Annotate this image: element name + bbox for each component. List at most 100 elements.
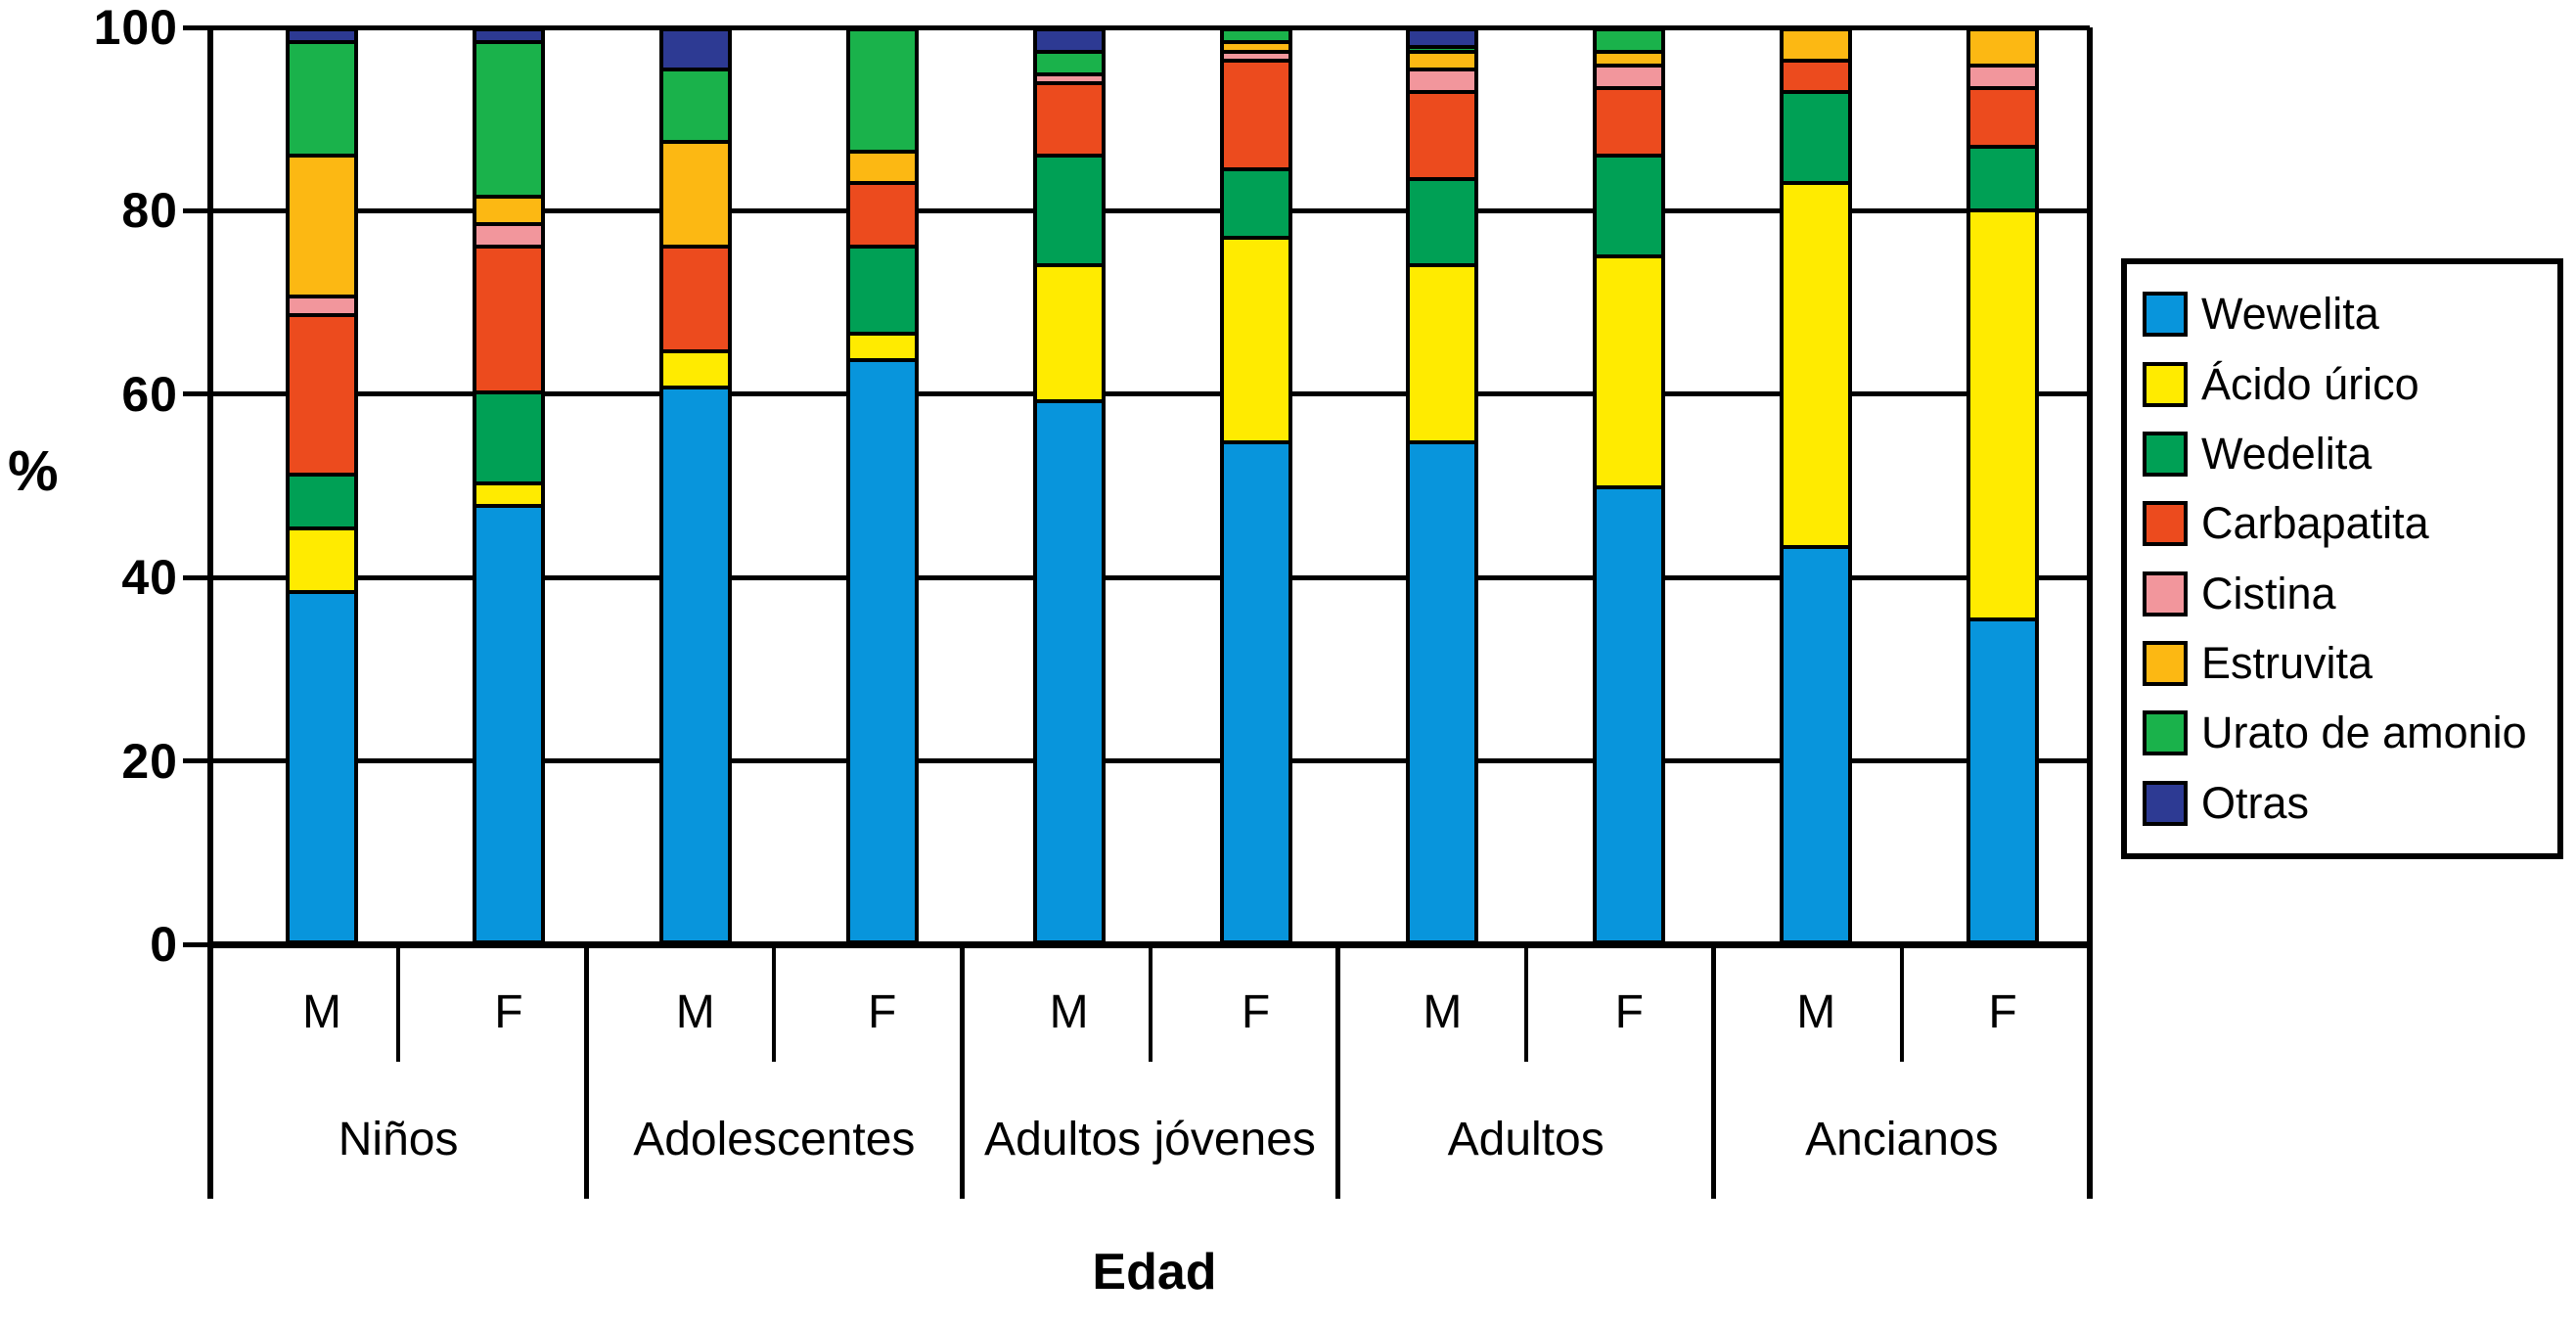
legend-label: Carbapatita bbox=[2201, 498, 2429, 549]
bar-segment-carbapatita bbox=[849, 181, 915, 246]
bar-segment-wedelita bbox=[1597, 154, 1662, 254]
bar-segment-wedelita bbox=[849, 245, 915, 332]
legend-label: Otras bbox=[2201, 777, 2310, 828]
bar-segment-cistina bbox=[1970, 63, 2036, 86]
bar-segment-ácido-úrico bbox=[1223, 235, 1288, 440]
bar-segment-urato-de-amonio bbox=[1223, 31, 1288, 41]
bar-segment-wewelita bbox=[662, 386, 728, 940]
bar-segment-wewelita bbox=[1597, 485, 1662, 940]
bar-segment-cistina bbox=[1410, 68, 1475, 91]
y-axis-tick bbox=[183, 941, 210, 947]
bar-niños-f bbox=[472, 27, 545, 944]
bar-segment-ácido-úrico bbox=[475, 480, 541, 505]
bar-segment-ácido-úrico bbox=[1970, 208, 2036, 618]
legend-label: Wedelita bbox=[2201, 428, 2373, 479]
group-tick-label: Adolescentes bbox=[633, 1114, 916, 1165]
y-axis-line bbox=[207, 27, 213, 1199]
sex-separator bbox=[772, 944, 777, 1062]
bar-segment-estruvita bbox=[290, 154, 354, 296]
bar-segment-wewelita bbox=[1970, 617, 2036, 940]
bar-segment-wewelita bbox=[290, 590, 354, 940]
bar-segment-cistina bbox=[1597, 63, 1662, 86]
y-axis-label: % bbox=[8, 439, 59, 503]
legend-swatch-icon bbox=[2143, 361, 2188, 407]
bar-adultos-jóvenes-m bbox=[1032, 27, 1106, 944]
legend-item-wedelita: Wedelita bbox=[2143, 429, 2557, 479]
group-separator bbox=[583, 944, 589, 1199]
bar-segment-estruvita bbox=[662, 140, 728, 246]
bar-segment-carbapatita bbox=[1410, 90, 1475, 177]
bar-segment-ácido-úrico bbox=[290, 526, 354, 591]
bar-segment-otras bbox=[290, 31, 354, 41]
bar-segment-cistina bbox=[1036, 71, 1102, 82]
bar-adolescentes-f bbox=[845, 27, 919, 944]
bar-segment-urato-de-amonio bbox=[849, 31, 915, 150]
bar-niños-m bbox=[286, 27, 358, 944]
group-tick-label: Adultos bbox=[1447, 1114, 1604, 1165]
bar-segment-wedelita bbox=[1410, 176, 1475, 263]
bar-segment-estruvita bbox=[1784, 31, 1849, 59]
sex-separator bbox=[396, 944, 401, 1062]
bar-segment-ácido-úrico bbox=[1784, 181, 1849, 545]
y-tick-label: 40 bbox=[121, 550, 178, 606]
legend-item-urato-de-amonio: Urato de amonio bbox=[2143, 708, 2557, 758]
bar-segment-estruvita bbox=[1970, 31, 2036, 64]
bar-adultos-f bbox=[1593, 27, 1666, 944]
legend-item-cistina: Cistina bbox=[2143, 569, 2557, 619]
sex-tick-label: M bbox=[675, 986, 715, 1038]
y-axis-tick bbox=[183, 207, 210, 213]
legend-swatch-icon bbox=[2143, 780, 2188, 826]
legend-item-otras: Otras bbox=[2143, 778, 2557, 829]
bar-segment-urato-de-amonio bbox=[475, 40, 541, 196]
legend-item-estruvita: Estruvita bbox=[2143, 638, 2557, 689]
bar-segment-carbapatita bbox=[290, 312, 354, 473]
gridline bbox=[210, 24, 2090, 30]
bar-segment-wewelita bbox=[1784, 544, 1849, 940]
sex-separator bbox=[1523, 944, 1528, 1062]
bar-segment-ácido-úrico bbox=[849, 331, 915, 359]
bar-segment-estruvita bbox=[849, 149, 915, 182]
group-separator bbox=[1711, 944, 1717, 1199]
bar-segment-ácido-úrico bbox=[662, 349, 728, 387]
bar-segment-carbapatita bbox=[1597, 85, 1662, 155]
bar-adolescentes-m bbox=[658, 27, 732, 944]
sex-tick-label: M bbox=[1423, 986, 1463, 1038]
gridline bbox=[210, 207, 2090, 213]
legend-swatch-icon bbox=[2143, 292, 2188, 338]
bar-segment-carbapatita bbox=[475, 245, 541, 390]
legend-item-wewelita: Wewelita bbox=[2143, 289, 2557, 340]
legend-item-ácido-úrico: Ácido úrico bbox=[2143, 359, 2557, 410]
plot-right-border bbox=[2087, 27, 2093, 1199]
gridline bbox=[210, 574, 2090, 580]
legend-label: Wewelita bbox=[2201, 289, 2379, 340]
bar-segment-wedelita bbox=[475, 389, 541, 481]
bar-segment-wewelita bbox=[1410, 440, 1475, 940]
y-tick-label: 60 bbox=[121, 366, 178, 422]
bar-segment-cistina bbox=[1223, 49, 1288, 59]
bar-segment-ácido-úrico bbox=[1036, 262, 1102, 400]
bar-segment-estruvita bbox=[1410, 49, 1475, 68]
bar-segment-wedelita bbox=[1784, 90, 1849, 182]
bar-segment-otras bbox=[1036, 31, 1102, 50]
y-tick-label: 100 bbox=[93, 0, 178, 55]
bar-segment-wedelita bbox=[290, 472, 354, 527]
group-tick-label: Adultos jóvenes bbox=[984, 1114, 1316, 1165]
bar-segment-otras bbox=[475, 31, 541, 41]
bar-segment-carbapatita bbox=[1970, 85, 2036, 146]
y-axis-tick bbox=[183, 391, 210, 397]
bar-segment-urato-de-amonio bbox=[1597, 31, 1662, 50]
legend-swatch-icon bbox=[2143, 571, 2188, 616]
sex-separator bbox=[1899, 944, 1904, 1062]
bar-segment-carbapatita bbox=[1036, 81, 1102, 155]
sex-tick-label: M bbox=[1796, 986, 1836, 1038]
x-axis-label: Edad bbox=[1092, 1244, 1217, 1301]
y-tick-label: 0 bbox=[150, 917, 178, 972]
bar-segment-otras bbox=[1410, 31, 1475, 45]
bar-segment-carbapatita bbox=[1784, 58, 1849, 91]
group-separator bbox=[959, 944, 965, 1199]
group-tick-label: Niños bbox=[338, 1114, 459, 1165]
bar-segment-cistina bbox=[475, 222, 541, 246]
bar-segment-urato-de-amonio bbox=[662, 68, 728, 141]
bar-segment-ácido-úrico bbox=[1597, 253, 1662, 486]
bar-segment-wewelita bbox=[849, 358, 915, 940]
